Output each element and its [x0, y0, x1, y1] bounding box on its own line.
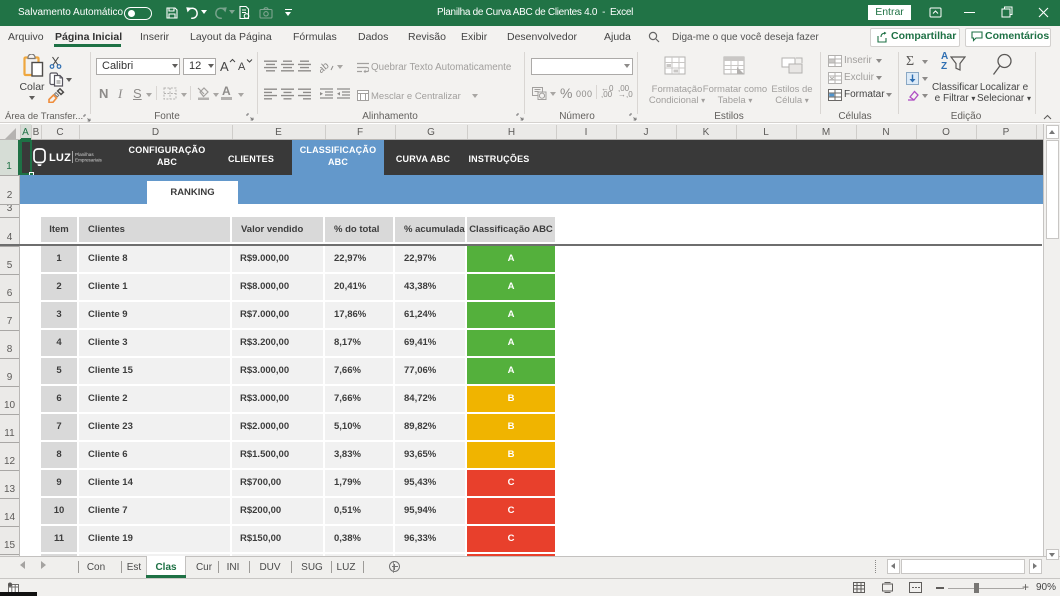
svg-text:ab: ab — [320, 60, 332, 73]
